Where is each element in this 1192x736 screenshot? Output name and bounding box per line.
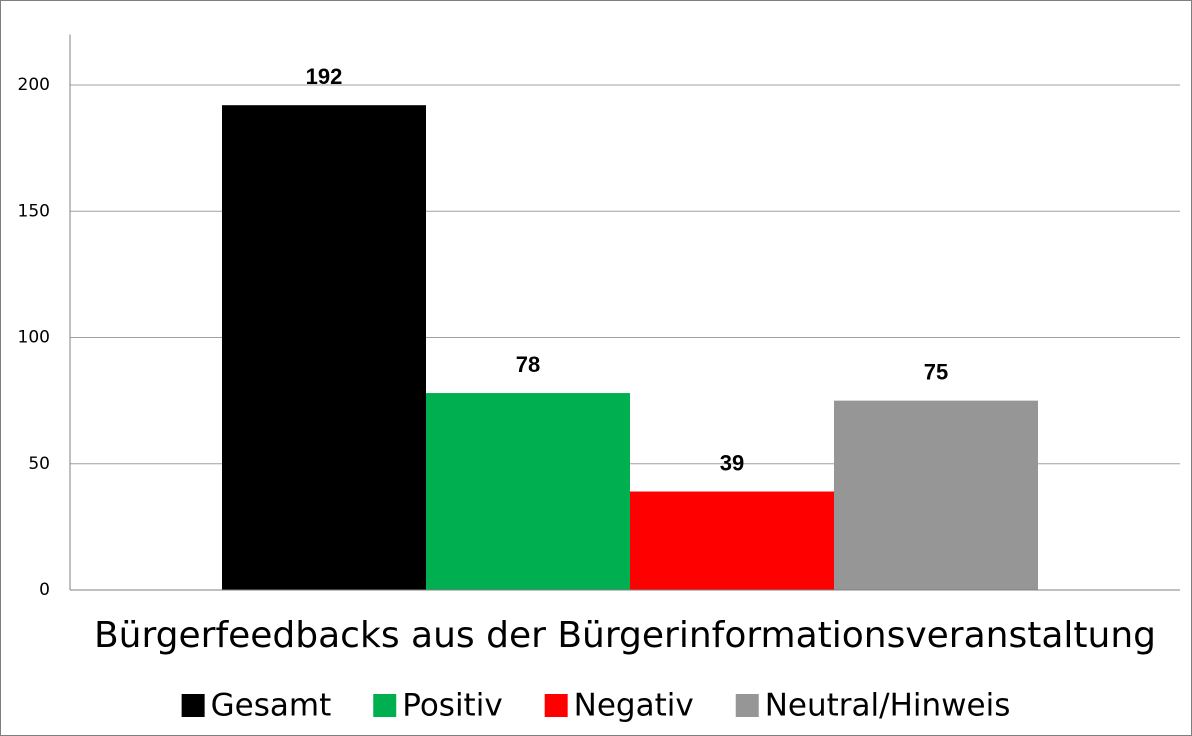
legend-label: Negativ xyxy=(574,688,694,724)
value-label: 192 xyxy=(306,64,343,89)
y-tick-label: 100 xyxy=(18,328,50,348)
legend-label: Positiv xyxy=(402,688,502,724)
legend-swatch xyxy=(181,694,205,717)
legend-swatch xyxy=(735,694,759,717)
value-label: 39 xyxy=(720,450,744,475)
bar xyxy=(630,491,834,590)
bar xyxy=(222,105,426,590)
x-category-label: Bürgerfeedbacks aus der Bürgerinformatio… xyxy=(94,615,1156,656)
bar xyxy=(426,393,630,590)
y-tick-label: 200 xyxy=(18,75,50,95)
y-tick-label: 150 xyxy=(18,201,50,221)
value-label: 78 xyxy=(516,352,540,377)
legend-label: Neutral/Hinweis xyxy=(765,688,1011,724)
legend-swatch xyxy=(544,694,568,717)
bar xyxy=(834,400,1038,590)
legend-label: Gesamt xyxy=(211,688,332,724)
y-tick-label: 50 xyxy=(28,454,50,474)
y-tick-label: 0 xyxy=(39,580,50,600)
legend-swatch xyxy=(373,694,397,717)
value-label: 75 xyxy=(924,359,948,384)
